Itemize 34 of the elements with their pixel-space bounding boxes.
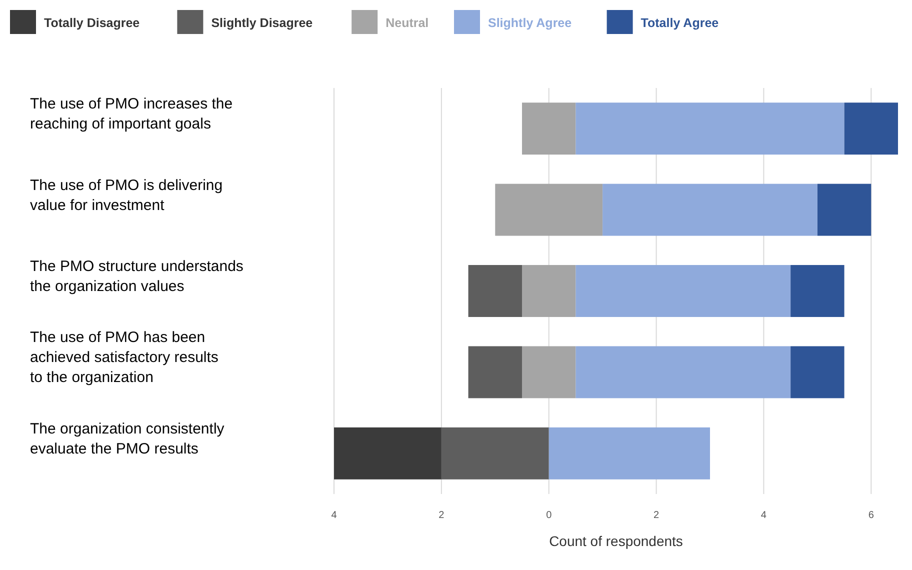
y-tick-label: The use of PMO is delivering value for investment: [30, 176, 223, 214]
bar: [790, 265, 844, 317]
bar: [334, 427, 442, 480]
bar: [495, 184, 603, 236]
bar: [522, 346, 576, 398]
legend-label: Slightly Agree: [488, 16, 572, 30]
bar: [602, 184, 818, 236]
x-axis-title: Count of respondents: [549, 533, 683, 549]
bar: [576, 265, 791, 317]
bar: [790, 346, 844, 398]
bar: [522, 265, 576, 317]
bar: [441, 427, 549, 480]
x-tick-label: 4: [331, 510, 338, 521]
y-tick-label: The organization consistently evaluate the PMO results: [30, 420, 225, 458]
x-tick-label: 6: [868, 510, 874, 521]
y-tick-label: The use of PMO has been achieved satisfactory results to the organization: [30, 329, 218, 386]
legend-label: Totally Disagree: [44, 16, 140, 30]
y-tick-label: The PMO structure understands the organization values: [30, 258, 244, 295]
bar: [576, 102, 844, 155]
bar: [576, 346, 791, 398]
x-tick-label: 2: [438, 510, 445, 521]
bar: [522, 102, 576, 155]
x-tick-label: 4: [760, 510, 767, 521]
legend-label: Totally Agree: [640, 16, 719, 30]
x-tick-label: 2: [654, 510, 660, 521]
bar: [548, 427, 710, 480]
bar: [844, 102, 898, 155]
bar: [468, 346, 522, 398]
y-tick-label: The use of PMO increases the reaching of important goals: [30, 96, 233, 133]
bar: [817, 184, 872, 236]
bar: [468, 265, 522, 317]
x-tick-label: 0: [546, 510, 552, 521]
legend-label: Neutral: [386, 16, 429, 30]
legend-label: Slightly Disagree: [211, 16, 313, 30]
